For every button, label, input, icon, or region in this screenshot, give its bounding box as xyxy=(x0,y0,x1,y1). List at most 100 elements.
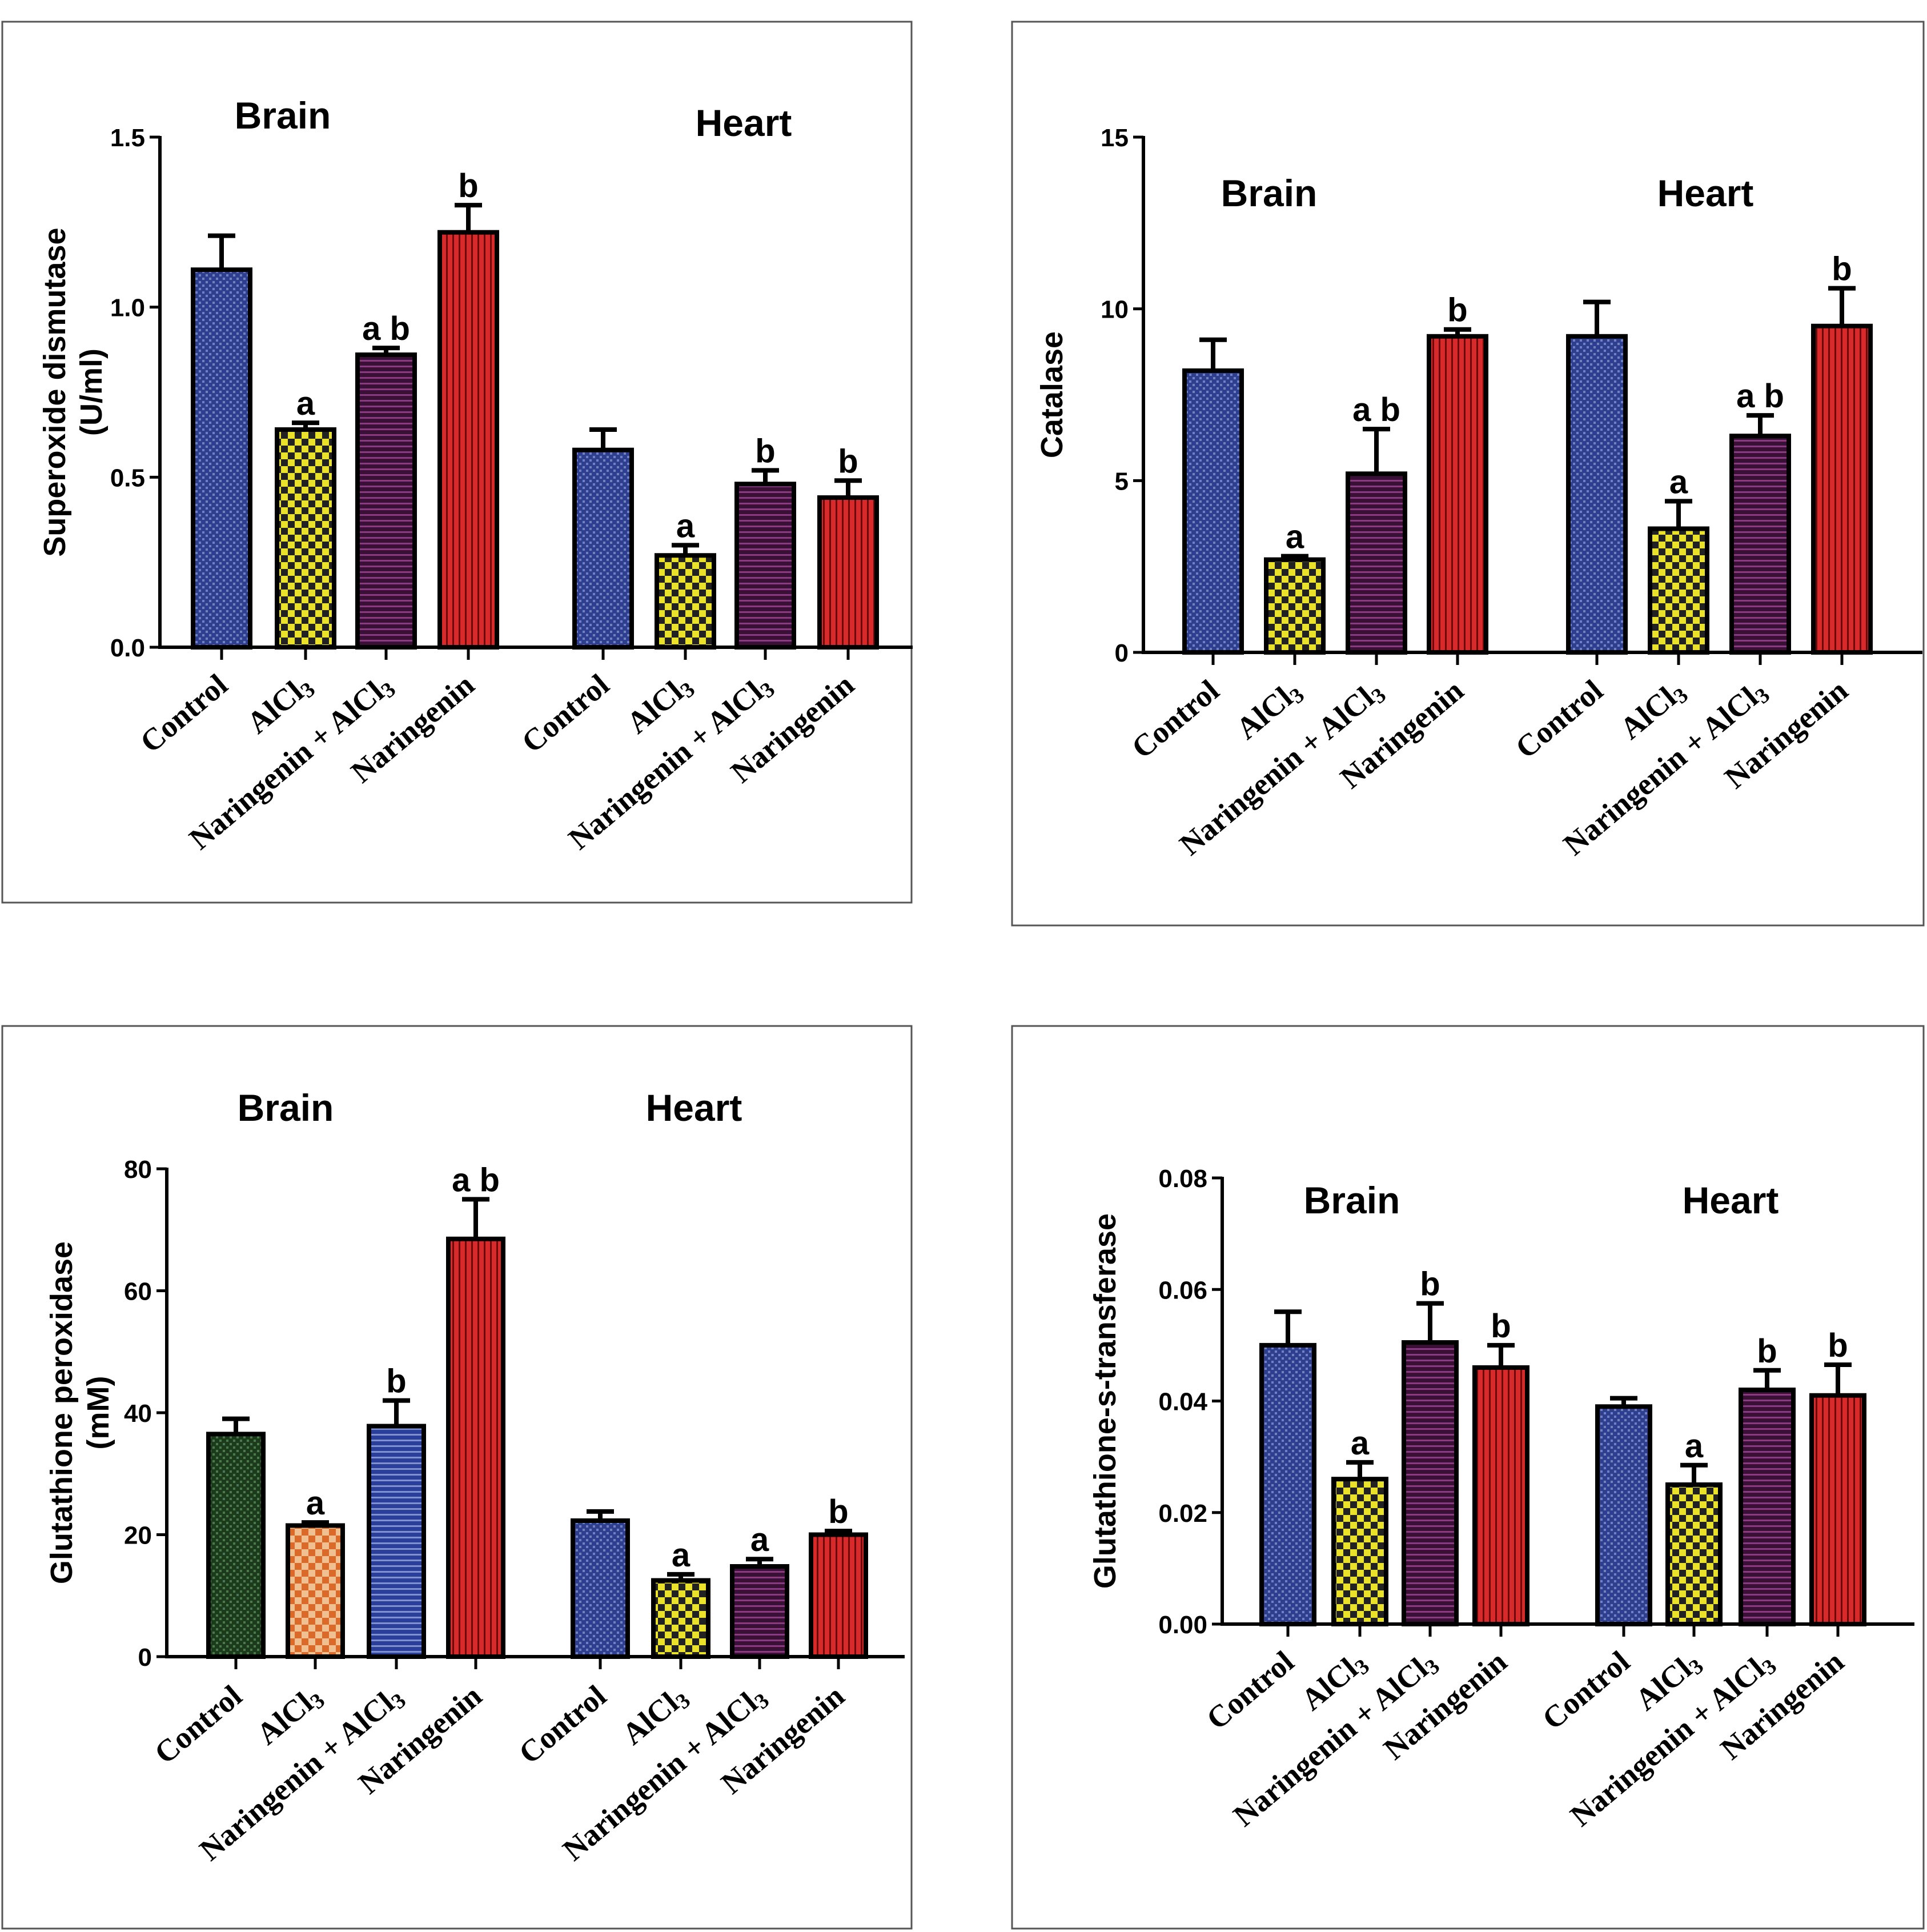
y-tick-label: 0.0 xyxy=(110,634,145,662)
group-label-brain: Brain xyxy=(238,1087,334,1129)
y-tick-label: 0.04 xyxy=(1158,1388,1207,1416)
significance-label: a b xyxy=(452,1161,500,1199)
significance-label: b xyxy=(828,1493,848,1530)
significance-label: b xyxy=(1491,1308,1511,1345)
chart-sod: 0.0 0.5 1.0 1.5 Superoxide dismutase (U/ml) Br… xyxy=(1,21,913,904)
significance-label: a b xyxy=(1352,391,1400,428)
category-label: Control xyxy=(1200,1644,1300,1736)
group-label-heart: Heart xyxy=(696,102,792,144)
bar-brain-1 xyxy=(286,1523,345,1660)
bar-heart-2 xyxy=(1739,1387,1796,1627)
y-tick-label: 0.02 xyxy=(1158,1500,1207,1528)
y-tick-label: 0 xyxy=(1115,639,1129,667)
panel-frame xyxy=(1011,1025,1925,1930)
bar-heart-3 xyxy=(817,495,879,650)
group-label-brain: Brain xyxy=(1304,1179,1400,1221)
bar-brain-2 xyxy=(1346,471,1407,655)
bar-brain-0 xyxy=(1259,1342,1316,1626)
bar-heart-1 xyxy=(1665,1482,1723,1626)
y-tick-label: 5 xyxy=(1115,467,1129,495)
significance-label: a xyxy=(676,507,695,544)
bar-brain-3 xyxy=(1472,1365,1529,1627)
significance-label: b xyxy=(1832,251,1852,288)
y-tick-label: 10 xyxy=(1101,296,1129,324)
group-label-heart: Heart xyxy=(1657,172,1754,214)
bar-heart-2 xyxy=(734,482,796,650)
bar-heart-0 xyxy=(1595,1404,1652,1626)
bar-brain-2 xyxy=(367,1424,426,1660)
bar-brain-3 xyxy=(446,1236,505,1659)
category-label: Control xyxy=(1536,1644,1636,1736)
y-tick-label: 0.08 xyxy=(1158,1165,1207,1193)
bar-brain-1 xyxy=(1331,1477,1388,1627)
group-label-brain: Brain xyxy=(1221,172,1318,214)
significance-label: a xyxy=(1669,463,1688,500)
y-tick-label: 60 xyxy=(124,1278,152,1306)
bar-heart-1 xyxy=(1648,526,1709,655)
bar-heart-3 xyxy=(1811,323,1873,655)
y-axis-label-units: (mM) xyxy=(81,1376,115,1450)
significance-label: b xyxy=(1420,1266,1440,1303)
bar-brain-0 xyxy=(1182,368,1244,655)
panel-frame xyxy=(1011,21,1925,927)
significance-label: a xyxy=(1685,1428,1704,1465)
significance-label: b xyxy=(1447,292,1467,329)
bar-heart-3 xyxy=(1809,1393,1866,1627)
y-axis-label: Glutathione-s-transferase xyxy=(1088,1213,1122,1589)
bar-brain-3 xyxy=(1427,334,1488,655)
significance-label: b xyxy=(838,443,858,480)
bar-heart-0 xyxy=(571,1518,630,1660)
y-axis-label: Superoxide dismutase xyxy=(38,227,72,556)
y-tick-label: 0.06 xyxy=(1158,1276,1207,1304)
category-label: Control xyxy=(1509,673,1609,765)
bar-heart-2 xyxy=(730,1564,789,1660)
y-tick-label: 15 xyxy=(1101,124,1129,152)
bar-brain-0 xyxy=(191,267,252,650)
significance-label: b xyxy=(755,432,775,470)
significance-label: a xyxy=(750,1521,769,1558)
y-axis-label: Catalase xyxy=(1035,331,1069,458)
category-label: Control xyxy=(148,1678,248,1770)
category-label: Control xyxy=(134,667,234,759)
y-tick-label: 40 xyxy=(124,1400,152,1428)
bar-brain-1 xyxy=(1264,557,1326,655)
category-label: Control xyxy=(512,1678,613,1770)
bar-brain-3 xyxy=(437,230,499,650)
significance-label: a xyxy=(296,385,315,422)
group-label-heart: Heart xyxy=(646,1087,742,1129)
y-tick-label: 80 xyxy=(124,1156,152,1184)
significance-label: b xyxy=(1828,1327,1848,1364)
bar-heart-2 xyxy=(1729,434,1791,655)
bar-brain-0 xyxy=(206,1432,266,1660)
bar-heart-0 xyxy=(1566,334,1628,655)
category-label: Control xyxy=(515,667,616,759)
significance-label: b xyxy=(386,1363,406,1400)
y-axis-label-units: (U/ml) xyxy=(74,348,109,436)
category-label: Control xyxy=(1125,673,1226,765)
significance-label: b xyxy=(1757,1333,1777,1370)
chart-gpx: 0 20 40 60 80 Glutathione peroxidase (mM) Brain… xyxy=(1,1025,913,1930)
significance-label: a xyxy=(306,1485,325,1522)
panel-frame xyxy=(1,21,913,904)
significance-label: a b xyxy=(1736,378,1784,415)
significance-label: a xyxy=(672,1537,690,1574)
bar-brain-1 xyxy=(275,427,336,650)
group-label-brain: Brain xyxy=(235,94,331,137)
y-tick-label: 0.00 xyxy=(1158,1611,1207,1639)
significance-label: a b xyxy=(362,310,410,347)
y-tick-label: 0 xyxy=(138,1644,152,1672)
significance-label: a xyxy=(1286,519,1304,556)
bar-heart-1 xyxy=(655,553,716,650)
significance-label: b xyxy=(458,167,478,205)
group-label-heart: Heart xyxy=(1683,1179,1779,1221)
chart-gst: 0.00 0.02 0.04 0.06 0.08 Glutathione-s-transf… xyxy=(1011,1025,1925,1930)
bar-heart-1 xyxy=(651,1578,710,1659)
y-tick-label: 0.5 xyxy=(110,464,145,492)
bar-brain-2 xyxy=(355,352,417,650)
y-axis-label: Glutathione peroxidase xyxy=(45,1241,79,1584)
bar-brain-2 xyxy=(1402,1340,1459,1626)
y-tick-label: 20 xyxy=(124,1522,152,1550)
y-tick-label: 1.0 xyxy=(110,294,145,322)
